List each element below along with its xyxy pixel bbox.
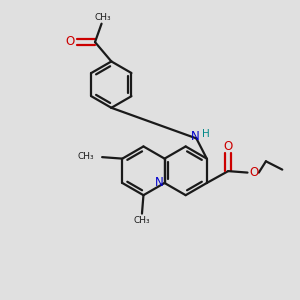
Text: O: O xyxy=(249,166,259,179)
Text: CH₃: CH₃ xyxy=(134,216,150,225)
Text: O: O xyxy=(65,35,75,48)
Text: H: H xyxy=(202,129,210,139)
Text: N: N xyxy=(155,176,164,189)
Text: O: O xyxy=(224,140,233,153)
Text: N: N xyxy=(190,130,199,143)
Text: CH₃: CH₃ xyxy=(77,152,94,161)
Text: CH₃: CH₃ xyxy=(94,13,111,22)
